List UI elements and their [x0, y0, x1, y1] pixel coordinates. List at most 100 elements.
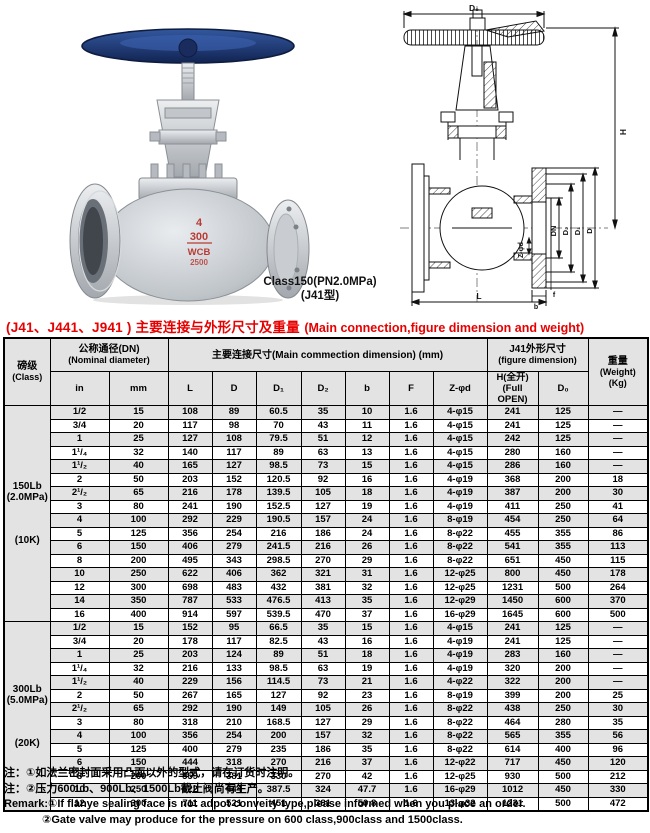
cell: 4-φ15 — [432, 418, 488, 433]
cell: 8-φ22 — [432, 702, 488, 717]
cell: 1645 — [486, 607, 539, 622]
cell: 279 — [211, 742, 257, 757]
header-main-connection: 主要连接尺寸(Main commection dimension) (mm) — [167, 337, 488, 372]
cell: 1.6 — [388, 580, 434, 595]
cell: 190.5 — [255, 513, 302, 528]
cell: 787 — [167, 594, 213, 609]
cell: 200 — [537, 486, 589, 501]
cell: 15 — [344, 459, 390, 474]
cell: 125 — [537, 634, 589, 649]
table-row: 6 150 444 318 270 216 37 1.6 12-φ22 717 450 120 — [4, 756, 649, 771]
cell: 12-φ25 — [432, 769, 488, 784]
header-D1: D₁ — [255, 371, 302, 406]
cell: 216 — [255, 526, 302, 541]
cell: 125 — [108, 526, 169, 541]
cell: 35 — [300, 405, 346, 420]
caption-line2: (J41型) — [300, 289, 340, 302]
cell: 500 — [587, 607, 649, 622]
cell: 355 — [537, 540, 589, 555]
cell: 19 — [344, 499, 390, 514]
cell: 300 — [108, 580, 169, 595]
cell: 2 — [49, 688, 110, 703]
table-row: 1¹/₄ 32 216 133 98.5 63 19 1.6 4-φ19 320 200— — [4, 661, 649, 676]
cell: 127 — [167, 432, 213, 447]
cell: 387.5 — [255, 783, 302, 798]
dim-label-b: b — [534, 304, 538, 311]
cell: 14 — [49, 594, 110, 609]
cell: 2 — [49, 472, 110, 487]
cell: 235 — [255, 742, 302, 757]
cell: 250 — [537, 513, 589, 528]
table-row: 10 250 622 406 362 321 31 1.6 12-φ25 800 450 178 — [4, 567, 649, 582]
cell: 1 — [49, 648, 110, 663]
cell: 8-φ19 — [432, 688, 488, 703]
cell: 47.7 — [344, 783, 390, 798]
cell: 70 — [255, 418, 302, 433]
cell: 451 — [255, 796, 302, 812]
cell: 597 — [211, 607, 257, 622]
cell: 114.5 — [255, 675, 302, 690]
cell: 1.6 — [388, 567, 434, 582]
cell: 140 — [167, 445, 213, 460]
cell: 98.5 — [255, 661, 302, 676]
cell: 82.5 — [255, 634, 302, 649]
cell: 229 — [167, 675, 213, 690]
table-row: 4 100 356 254 200 157 32 1.6 8-φ22 565 355 56 — [4, 729, 649, 744]
class-cell: 150Lb (2.0MPa) (10K) — [3, 405, 51, 622]
dim-label-d2: D₂ — [561, 227, 570, 236]
table-header: 磅级 (Class) 公称通径(DN) (Nominal diameter) 主… — [3, 337, 649, 406]
cell: 125 — [108, 742, 169, 757]
cell: 15 — [108, 405, 169, 420]
cell: 10 — [344, 405, 390, 420]
cell: 1.6 — [388, 621, 434, 636]
table-row: 150Lb (2.0MPa) (10K) 1/2 15 108 89 60.5 35 10 1.6 4… — [3, 405, 649, 622]
cell: 64 — [587, 513, 649, 528]
cell: — — [587, 661, 649, 676]
cell: 264 — [587, 580, 649, 595]
cell: 450 — [537, 567, 589, 582]
cell: 117 — [167, 418, 213, 433]
cell: 165 — [211, 688, 257, 703]
cell: 455 — [486, 526, 539, 541]
cell: 12-φ25 — [432, 567, 488, 582]
class-cell: 300Lb (5.0MPa) (20K) — [3, 621, 51, 812]
cell: 444 — [167, 756, 213, 771]
cell: 355 — [537, 526, 589, 541]
cell: 717 — [486, 756, 539, 771]
cell: 539.5 — [255, 607, 302, 622]
cell: 8-φ22 — [432, 715, 488, 730]
cell: 1 — [49, 432, 110, 447]
cell: 26 — [344, 702, 390, 717]
cell: 4-φ19 — [432, 648, 488, 663]
cell: 8-φ19 — [432, 513, 488, 528]
cell: 4-φ15 — [432, 432, 488, 447]
cell: 250 — [108, 783, 169, 798]
cell: 4 — [49, 513, 110, 528]
cell: 4-φ19 — [432, 661, 488, 676]
cell: 89 — [211, 405, 257, 420]
cell: 98 — [211, 418, 257, 433]
cell: 178 — [587, 567, 649, 582]
cell: 105 — [300, 486, 346, 501]
header-F: F — [388, 371, 434, 406]
cell: 495 — [167, 553, 213, 568]
cell: 92 — [300, 688, 346, 703]
cell: 160 — [537, 445, 589, 460]
table-body: 150Lb (2.0MPa) (10K) 1/2 15 108 89 60.5 35 10 1.6 4… — [3, 405, 649, 812]
header-H-full-open: H(全开)(Full OPEN) — [486, 371, 539, 406]
cell: 1.6 — [388, 702, 434, 717]
cell: 370 — [587, 594, 649, 609]
cell: 40 — [108, 675, 169, 690]
dim-label-h: H — [618, 129, 628, 135]
cell: 267 — [167, 688, 213, 703]
cell: 125 — [537, 405, 589, 420]
cell: 1.6 — [388, 432, 434, 447]
cell: 4-φ22 — [432, 675, 488, 690]
cell: 1/2 — [49, 621, 110, 636]
cell: — — [587, 675, 649, 690]
cell: 95 — [211, 621, 257, 636]
cell: 2¹/₂ — [49, 486, 110, 501]
cell: 35 — [344, 742, 390, 757]
cell: 120 — [587, 756, 649, 771]
remark-en-2: ②Gate valve may produce for the pressure… — [42, 813, 463, 826]
